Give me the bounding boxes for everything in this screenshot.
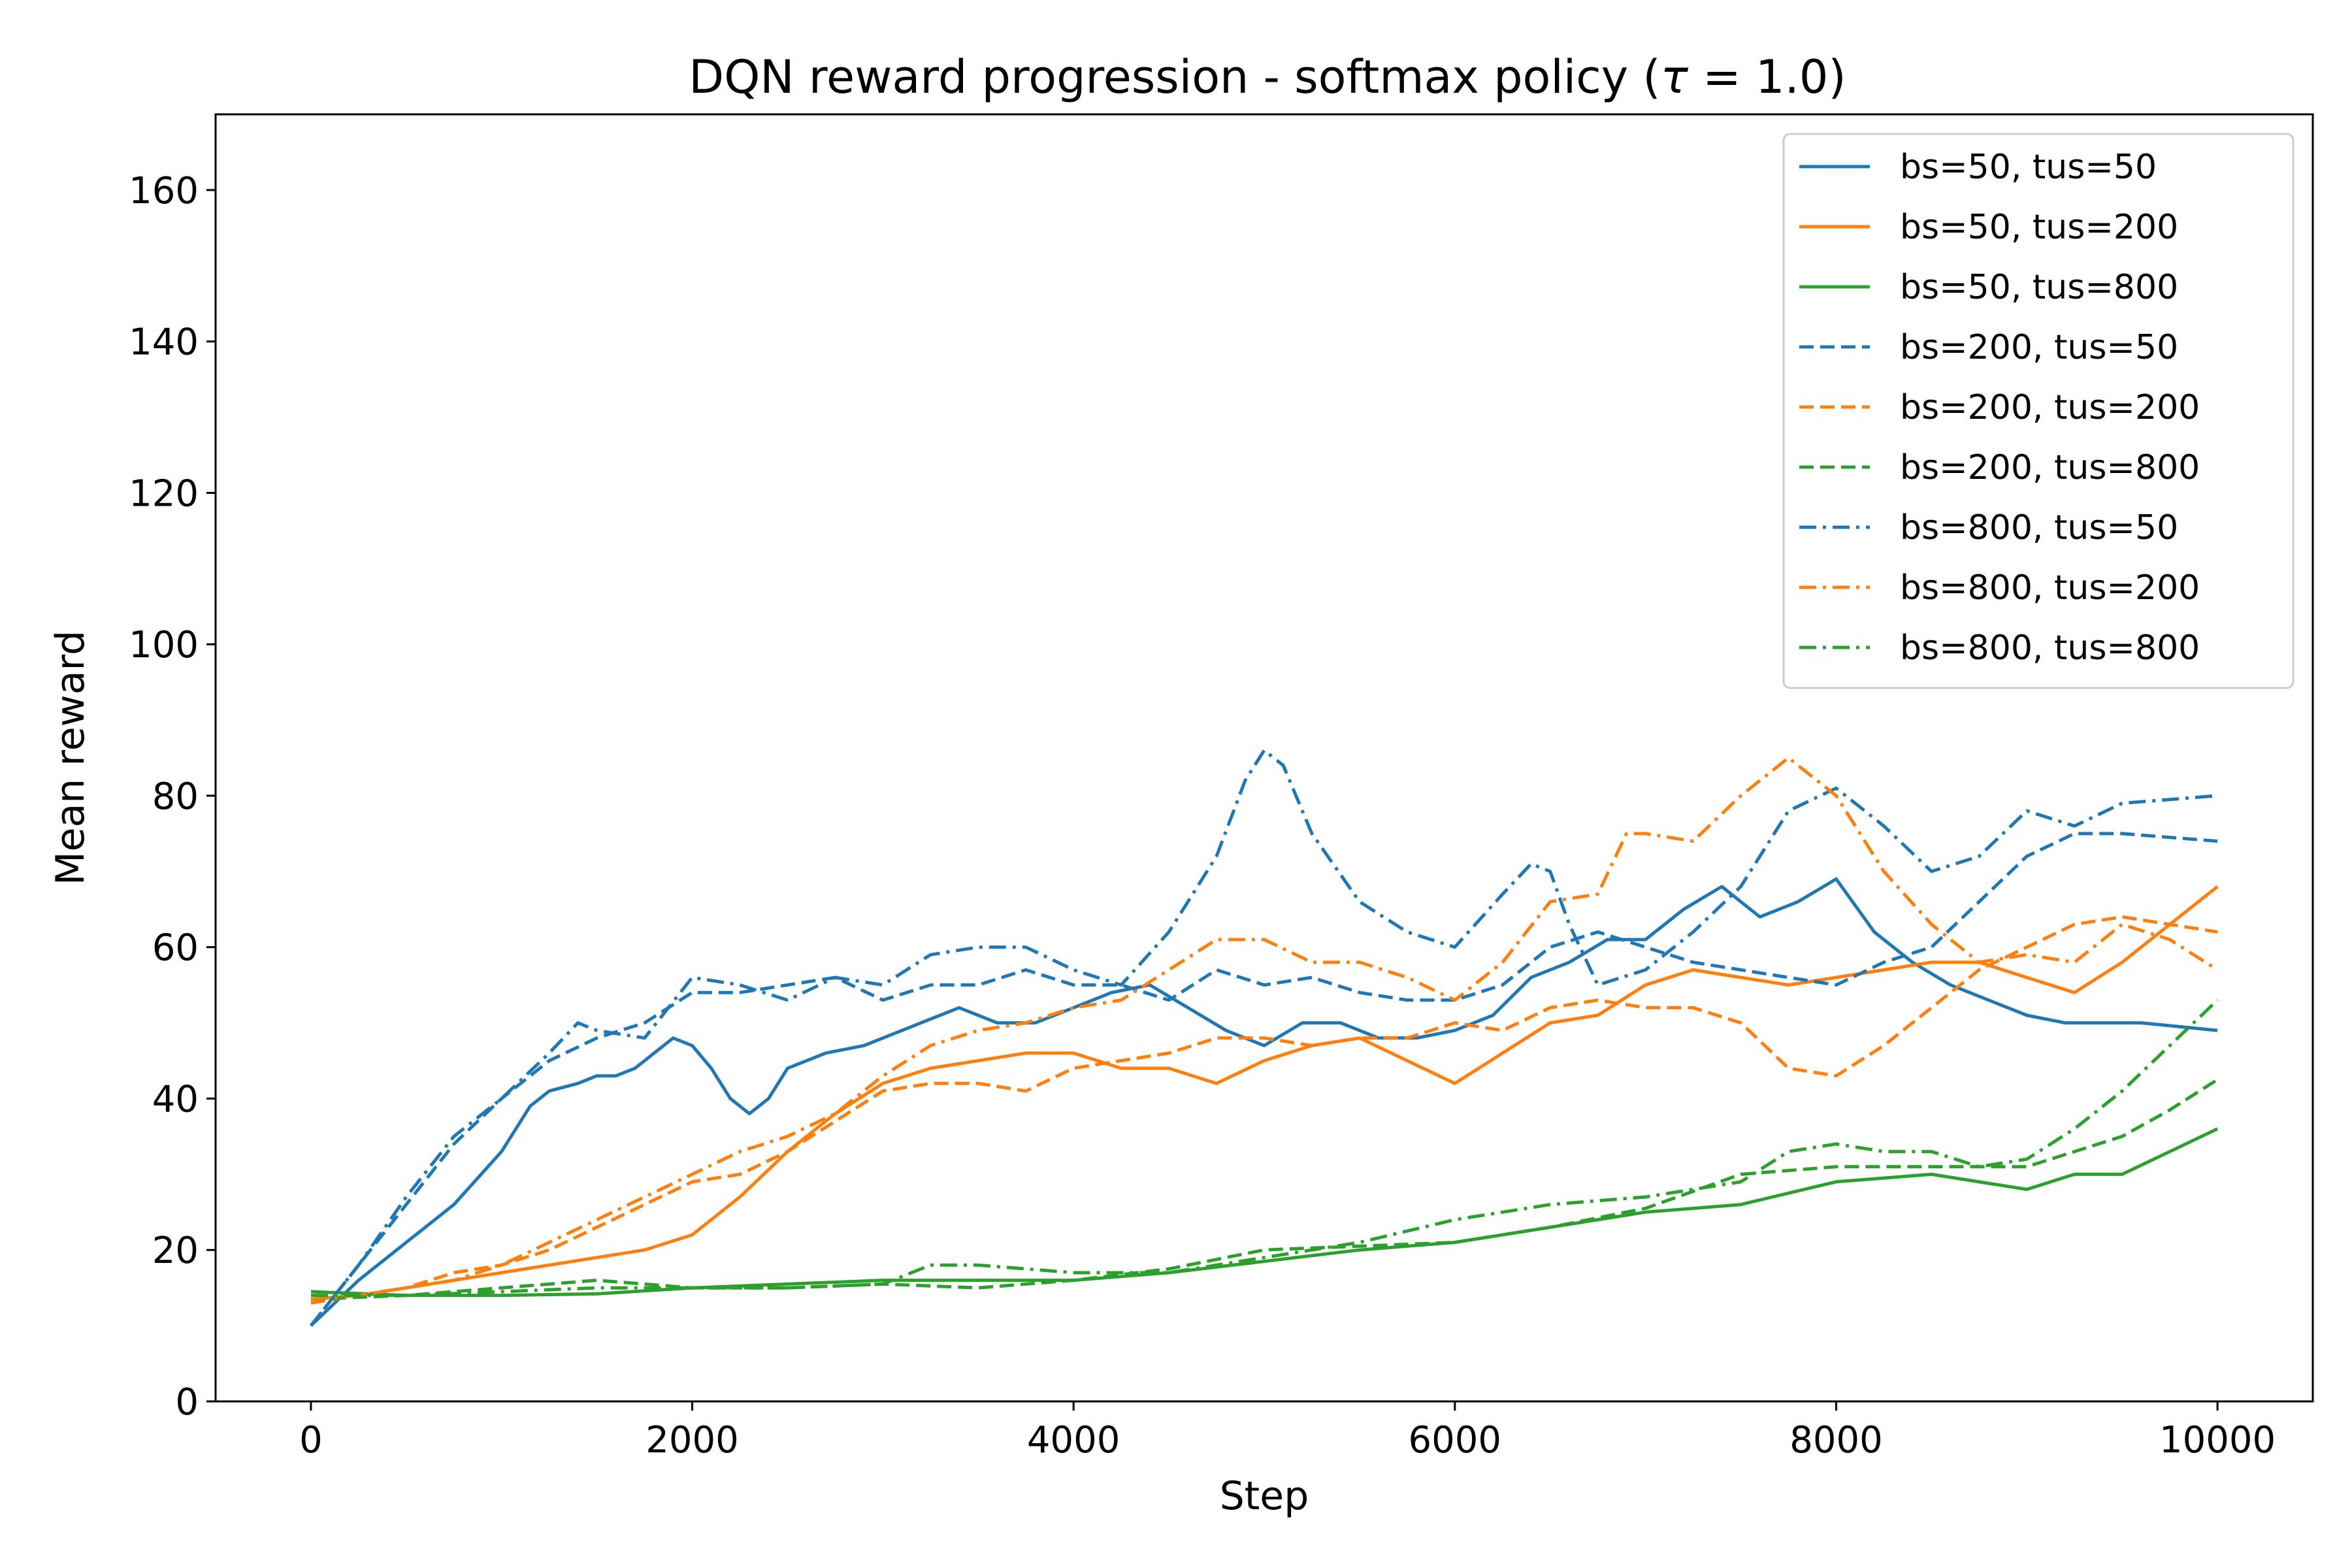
- legend-label: bs=200, tus=50: [1900, 328, 2178, 367]
- legend-label: bs=50, tus=50: [1900, 148, 2157, 187]
- x-axis: 0 2000 4000 6000 8000 10000: [299, 1401, 2276, 1462]
- x-tick-label: 0: [299, 1419, 323, 1462]
- legend-label: bs=800, tus=50: [1900, 508, 2178, 547]
- y-tick-label: 80: [152, 776, 199, 818]
- legend-label: bs=50, tus=800: [1900, 268, 2178, 307]
- legend-label: bs=200, tus=200: [1900, 388, 2200, 427]
- plot-frame: [214, 113, 2314, 1403]
- series-line-5: [310, 915, 2218, 1305]
- chart-title-suffix: = 1.0): [1688, 50, 1846, 104]
- series-line-1: [310, 877, 2218, 1327]
- series-line-7: [309, 748, 2218, 1327]
- y-tick-label: 140: [129, 321, 199, 364]
- series-line-9: [310, 998, 2219, 1298]
- y-tick-label: 40: [152, 1078, 199, 1120]
- x-axis-label: Step: [1220, 1473, 1309, 1519]
- y-tick-label: 20: [152, 1230, 199, 1272]
- y-tick-label: 60: [152, 927, 199, 970]
- legend: bs=50, tus=50 bs=50, tus=200 bs=50, tus=80…: [1782, 133, 2295, 689]
- legend-label: bs=50, tus=200: [1900, 208, 2178, 247]
- y-tick-label: 160: [129, 170, 199, 212]
- x-tick-label: 8000: [1789, 1419, 1883, 1462]
- legend-box: [1782, 133, 2295, 689]
- series-layer: [309, 748, 2219, 1327]
- legend-label: bs=800, tus=200: [1900, 568, 2200, 608]
- chart-title-prefix: DQN reward progression - softmax policy …: [689, 50, 1660, 104]
- series-line-2: [310, 885, 2219, 1301]
- series-line-4: [309, 832, 2218, 1327]
- y-tick-label: 120: [129, 472, 199, 515]
- legend-label: bs=800, tus=800: [1900, 629, 2200, 668]
- chart-title-symbol: τ: [1661, 50, 1689, 104]
- y-tick-label: 0: [175, 1381, 199, 1424]
- series-line-3: [310, 1127, 2219, 1298]
- chart-title: DQN reward progression - softmax policy …: [689, 50, 1846, 104]
- x-tick-label: 10000: [2159, 1419, 2276, 1462]
- legend-label: bs=200, tus=800: [1900, 448, 2200, 487]
- x-tick-label: 2000: [645, 1419, 739, 1462]
- y-axis-label: Mean reward: [48, 630, 93, 885]
- series-line-8: [310, 756, 2219, 1301]
- y-tick-label: 100: [129, 624, 199, 666]
- x-tick-label: 6000: [1409, 1419, 1502, 1462]
- x-tick-label: 4000: [1027, 1419, 1120, 1462]
- y-axis: 0 20 40 60 80 100 120 140 160: [129, 170, 216, 1424]
